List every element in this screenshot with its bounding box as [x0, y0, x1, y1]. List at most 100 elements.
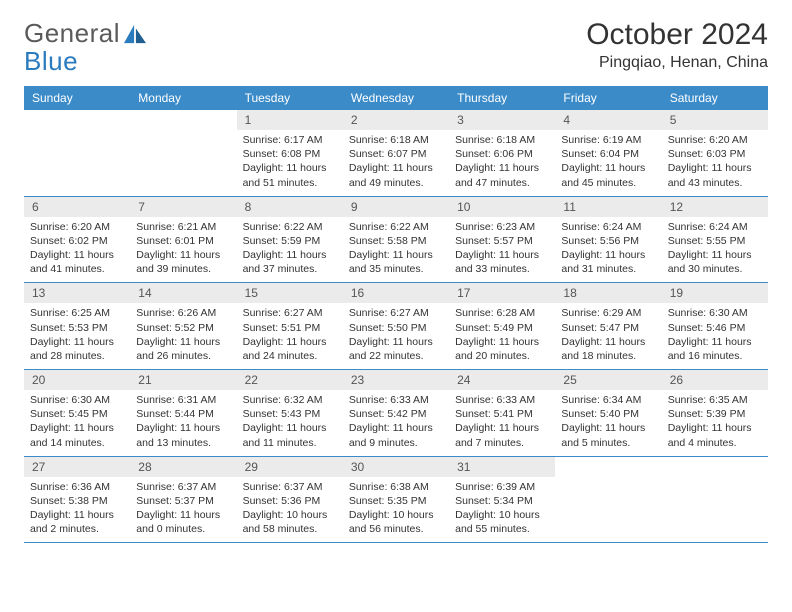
calendar-cell: [24, 110, 130, 196]
day-number: 22: [237, 370, 343, 390]
day-number: 20: [24, 370, 130, 390]
sunrise-line: Sunrise: 6:36 AM: [30, 480, 124, 494]
day-number: 31: [449, 457, 555, 477]
calendar-cell: 29Sunrise: 6:37 AMSunset: 5:36 PMDayligh…: [237, 456, 343, 543]
day-content: Sunrise: 6:27 AMSunset: 5:50 PMDaylight:…: [343, 303, 449, 369]
daylight-line: Daylight: 11 hours and 24 minutes.: [243, 335, 337, 363]
daylight-line: Daylight: 10 hours and 56 minutes.: [349, 508, 443, 536]
day-number: 14: [130, 283, 236, 303]
sunset-line: Sunset: 5:49 PM: [455, 321, 549, 335]
calendar-cell: 27 Sunrise: 6:36 AMSunset: 5:38 PMDayligh…: [24, 456, 130, 543]
daylight-line: Daylight: 11 hours and 41 minutes.: [30, 248, 124, 276]
weekday-header: Thursday: [449, 86, 555, 110]
daylight-line: Daylight: 11 hours and 47 minutes.: [455, 161, 549, 189]
sunrise-line: Sunrise: 6:39 AM: [455, 480, 549, 494]
day-content: Sunrise: 6:38 AMSunset: 5:35 PMDaylight:…: [343, 477, 449, 543]
sunset-line: Sunset: 5:39 PM: [668, 407, 762, 421]
day-number: 5: [662, 110, 768, 130]
sunset-line: Sunset: 6:06 PM: [455, 147, 549, 161]
daylight-line: Daylight: 11 hours and 2 minutes.: [30, 508, 124, 536]
sunrise-line: Sunrise: 6:38 AM: [349, 480, 443, 494]
daylight-line: Daylight: 11 hours and 51 minutes.: [243, 161, 337, 189]
daylight-line: Daylight: 11 hours and 20 minutes.: [455, 335, 549, 363]
day-content: Sunrise: 6:18 AMSunset: 6:06 PMDaylight:…: [449, 130, 555, 196]
day-content: Sunrise: 6:25 AMSunset: 5:53 PMDaylight:…: [24, 303, 130, 369]
sunrise-line: Sunrise: 6:22 AM: [243, 220, 337, 234]
day-number: 12: [662, 197, 768, 217]
calendar-cell: 23Sunrise: 6:33 AMSunset: 5:42 PMDayligh…: [343, 370, 449, 457]
day-number: 2: [343, 110, 449, 130]
daylight-line: Daylight: 11 hours and 31 minutes.: [561, 248, 655, 276]
daylight-line: Daylight: 11 hours and 39 minutes.: [136, 248, 230, 276]
calendar-cell: 16Sunrise: 6:27 AMSunset: 5:50 PMDayligh…: [343, 283, 449, 370]
day-content: Sunrise: 6:22 AMSunset: 5:58 PMDaylight:…: [343, 217, 449, 283]
day-number: 29: [237, 457, 343, 477]
daylight-line: Daylight: 11 hours and 4 minutes.: [668, 421, 762, 449]
calendar-cell: 12Sunrise: 6:24 AMSunset: 5:55 PMDayligh…: [662, 196, 768, 283]
day-number: 9: [343, 197, 449, 217]
daylight-line: Daylight: 11 hours and 35 minutes.: [349, 248, 443, 276]
calendar-cell: 22Sunrise: 6:32 AMSunset: 5:43 PMDayligh…: [237, 370, 343, 457]
sunrise-line: Sunrise: 6:26 AM: [136, 306, 230, 320]
calendar-table: SundayMondayTuesdayWednesdayThursdayFrid…: [24, 86, 768, 543]
sunset-line: Sunset: 5:42 PM: [349, 407, 443, 421]
daylight-line: Daylight: 11 hours and 43 minutes.: [668, 161, 762, 189]
day-number: 15: [237, 283, 343, 303]
sunrise-line: Sunrise: 6:21 AM: [136, 220, 230, 234]
sunrise-line: Sunrise: 6:23 AM: [455, 220, 549, 234]
sunset-line: Sunset: 5:46 PM: [668, 321, 762, 335]
sunset-line: Sunset: 5:35 PM: [349, 494, 443, 508]
sunrise-line: Sunrise: 6:34 AM: [561, 393, 655, 407]
day-content: Sunrise: 6:20 AMSunset: 6:03 PMDaylight:…: [662, 130, 768, 196]
calendar-week: 1Sunrise: 6:17 AMSunset: 6:08 PMDaylight…: [24, 110, 768, 196]
sunrise-line: Sunrise: 6:33 AM: [455, 393, 549, 407]
sunrise-line: Sunrise: 6:32 AM: [243, 393, 337, 407]
sunrise-line: Sunrise: 6:18 AM: [349, 133, 443, 147]
sunset-line: Sunset: 5:38 PM: [30, 494, 124, 508]
weekday-header: Saturday: [662, 86, 768, 110]
day-number: 18: [555, 283, 661, 303]
sunset-line: Sunset: 5:34 PM: [455, 494, 549, 508]
sunrise-line: Sunrise: 6:27 AM: [349, 306, 443, 320]
sunset-line: Sunset: 6:08 PM: [243, 147, 337, 161]
sunset-line: Sunset: 5:40 PM: [561, 407, 655, 421]
sunset-line: Sunset: 5:59 PM: [243, 234, 337, 248]
calendar-cell: 19Sunrise: 6:30 AMSunset: 5:46 PMDayligh…: [662, 283, 768, 370]
day-content: Sunrise: 6:31 AMSunset: 5:44 PMDaylight:…: [130, 390, 236, 456]
calendar-cell: 1Sunrise: 6:17 AMSunset: 6:08 PMDaylight…: [237, 110, 343, 196]
daylight-line: Daylight: 11 hours and 18 minutes.: [561, 335, 655, 363]
daylight-line: Daylight: 10 hours and 58 minutes.: [243, 508, 337, 536]
day-content: Sunrise: 6:32 AMSunset: 5:43 PMDaylight:…: [237, 390, 343, 456]
daylight-line: Daylight: 11 hours and 26 minutes.: [136, 335, 230, 363]
sunrise-line: Sunrise: 6:35 AM: [668, 393, 762, 407]
logo-text-b: Blue: [24, 46, 78, 76]
calendar-cell: 21Sunrise: 6:31 AMSunset: 5:44 PMDayligh…: [130, 370, 236, 457]
day-content: Sunrise: 6:22 AMSunset: 5:59 PMDaylight:…: [237, 217, 343, 283]
calendar-cell: 15Sunrise: 6:27 AMSunset: 5:51 PMDayligh…: [237, 283, 343, 370]
sunrise-line: Sunrise: 6:22 AM: [349, 220, 443, 234]
header: General October 2024 Pingqiao, Henan, Ch…: [24, 18, 768, 72]
sunset-line: Sunset: 6:03 PM: [668, 147, 762, 161]
day-number: 8: [237, 197, 343, 217]
calendar-cell: 3Sunrise: 6:18 AMSunset: 6:06 PMDaylight…: [449, 110, 555, 196]
sunset-line: Sunset: 6:07 PM: [349, 147, 443, 161]
day-number: 27: [24, 457, 130, 477]
daylight-line: Daylight: 11 hours and 37 minutes.: [243, 248, 337, 276]
weekday-header: Monday: [130, 86, 236, 110]
daylight-line: Daylight: 11 hours and 45 minutes.: [561, 161, 655, 189]
sunrise-line: Sunrise: 6:19 AM: [561, 133, 655, 147]
daylight-line: Daylight: 11 hours and 9 minutes.: [349, 421, 443, 449]
day-content: Sunrise: 6:29 AMSunset: 5:47 PMDaylight:…: [555, 303, 661, 369]
sunset-line: Sunset: 5:41 PM: [455, 407, 549, 421]
daylight-line: Daylight: 11 hours and 30 minutes.: [668, 248, 762, 276]
daylight-line: Daylight: 11 hours and 33 minutes.: [455, 248, 549, 276]
day-content: Sunrise: 6:39 AMSunset: 5:34 PMDaylight:…: [449, 477, 555, 543]
calendar-cell: 20Sunrise: 6:30 AMSunset: 5:45 PMDayligh…: [24, 370, 130, 457]
day-content: Sunrise: 6:20 AMSunset: 6:02 PMDaylight:…: [24, 217, 130, 283]
calendar-cell: 31Sunrise: 6:39 AMSunset: 5:34 PMDayligh…: [449, 456, 555, 543]
day-content: Sunrise: 6:35 AMSunset: 5:39 PMDaylight:…: [662, 390, 768, 456]
sunrise-line: Sunrise: 6:20 AM: [30, 220, 124, 234]
day-content: Sunrise: 6:30 AMSunset: 5:45 PMDaylight:…: [24, 390, 130, 456]
day-content: Sunrise: 6:23 AMSunset: 5:57 PMDaylight:…: [449, 217, 555, 283]
day-number: 11: [555, 197, 661, 217]
